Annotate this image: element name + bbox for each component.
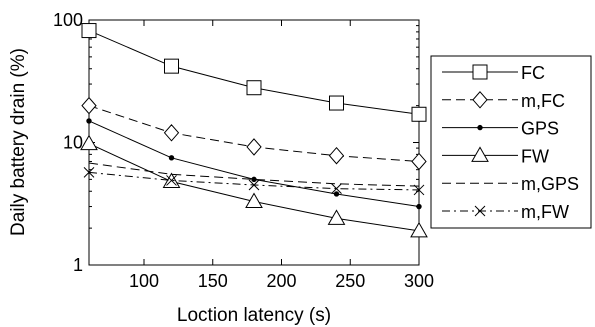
data-point-gps [251,176,257,183]
data-point-m-fw [413,184,425,196]
series-m-fc [81,96,427,171]
data-point-m-fw [83,167,95,178]
x-tick-label: 200 [266,271,296,291]
legend-marker-m-fw [474,205,486,217]
legend-marker-fw [471,146,489,162]
data-point-m-fw [166,175,177,186]
x-axis-label: Loction latency (s) [177,305,331,326]
y-tick-label: 100 [53,10,83,30]
x-tick-label: 250 [335,271,365,291]
data-point-gps [168,155,175,161]
data-point-fw [410,221,428,238]
data-point-m-fc [81,96,97,115]
series-fc [81,23,427,122]
series-line-fc [88,30,420,115]
data-point-m-fc [246,138,262,156]
legend-marker-fc [472,64,488,80]
data-point-m-fw [331,183,342,195]
legend-marker-m-fw-stroke [474,205,486,217]
data-point-fc [164,58,179,74]
data-point-fc [329,95,344,111]
x-tick-label: 300 [404,271,434,291]
legend-label-gps: GPS [521,119,559,139]
series-line-fw [88,143,420,232]
data-point-fc [81,23,97,39]
legend-item-m-gps: m,GPS [442,174,579,194]
series-m-fw [83,167,425,196]
legend-item-m-fc: m,FC [442,91,565,111]
y-axis-label: Daily battery drain (%) [8,48,29,236]
legend-marker-gps [477,124,483,131]
x-tick-label: 150 [198,271,228,291]
y-tick-label: 1 [73,255,83,275]
data-point-fc [411,106,427,122]
data-point-fw [245,192,263,208]
legend-label-fw: FW [521,146,549,166]
legend-item-m-fw: m,FW [442,202,569,222]
legend-label-fc: FC [521,63,545,83]
data-point-fw [327,209,346,225]
legend: FC m,FC GPS FW m,GPS m,FW [430,55,592,229]
legend-label-m-fc: m,FC [521,91,565,111]
legend-item-gps: GPS [442,119,559,139]
data-point-m-fc [163,124,180,142]
data-point-m-fw-stroke [248,179,260,191]
data-point-m-fw-stroke [331,183,342,195]
data-point-m-fw-stroke [83,167,95,178]
data-point-m-fw-stroke [166,175,177,186]
series-layer [80,23,428,238]
legend-item-fc: FC [442,63,545,83]
y-tick-label: 10 [63,133,83,153]
x-axis-ticks: 100 150 200 250 300 [129,20,434,291]
data-point-m-fw-stroke [413,184,425,196]
data-point-gps [86,118,92,124]
data-point-gps [333,191,340,197]
legend-marker-m-fc [472,91,488,109]
data-point-fw [80,134,98,151]
legend-label-m-fw: m,FW [521,202,569,222]
data-point-fc [246,80,262,96]
data-point-m-fw [248,179,260,191]
y-axis-ticks: 1 10 100 [53,10,419,275]
x-tick-label: 100 [129,271,159,291]
legend-item-fw: FW [442,146,549,166]
data-point-m-fc [411,152,427,171]
legend-label-m-gps: m,GPS [521,174,579,194]
data-point-gps [416,203,422,210]
legend-box [430,55,592,229]
data-point-m-fc [328,146,345,165]
series-gps [86,118,422,210]
